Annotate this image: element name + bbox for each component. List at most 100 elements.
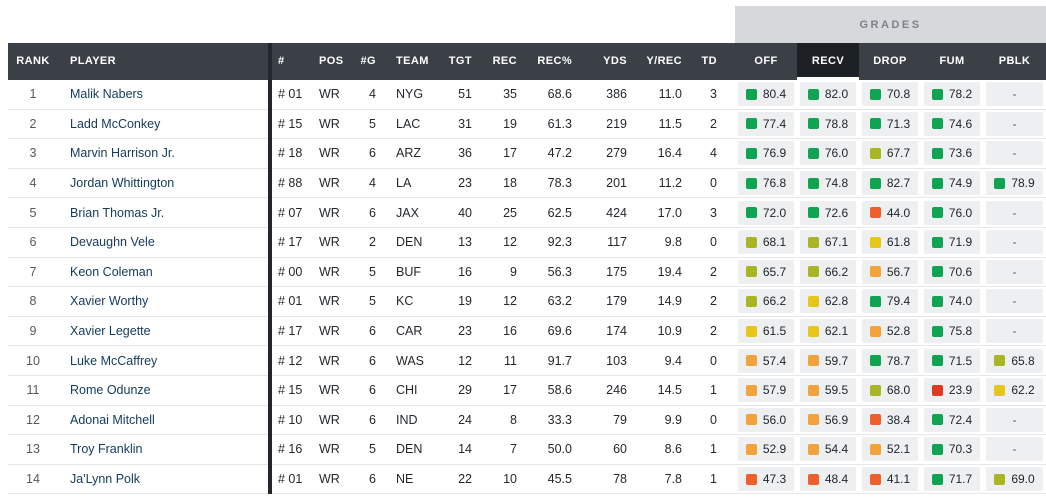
grade-color-square-icon [931,207,943,219]
grade-color-square-icon [869,236,881,248]
cell-tgt: 23 [440,316,490,347]
player-link[interactable]: Ladd McConkey [70,116,161,131]
cell-g: 6 [355,464,390,495]
cell-team: DEN [390,227,440,258]
grade-value: 76.0 [948,205,973,220]
stats-table: RANK PLAYER # POS #G TEAM TGT REC REC% YDS Y/REC TD… [8,43,1046,495]
column-header-g[interactable]: #G [355,43,390,80]
cell-yds: 60 [590,434,645,465]
column-header-drop[interactable]: DROP [859,43,921,80]
grade-pill: 76.8 [738,171,794,196]
cell-recv: 54.4 [797,434,859,465]
grade-value: 68.0 [886,383,911,398]
grade-value: 23.9 [948,383,973,398]
column-header-recv[interactable]: RECV [797,43,859,80]
cell-pblk: - [983,109,1046,140]
column-header-fum[interactable]: FUM [921,43,983,80]
grade-color-square-icon [931,177,943,189]
cell-recv: 72.6 [797,197,859,228]
column-header-yds[interactable]: YDS [590,43,645,80]
player-link[interactable]: Xavier Worthy [70,294,149,309]
player-link[interactable]: Jordan Whittington [70,176,175,191]
grade-color-square-icon [745,147,757,159]
cell-recpct: 58.6 [535,375,590,406]
table-row: 11 Rome Odunze # 15 WR 6 CHI 29 17 58.6 246 14.5 1 5… [8,375,1046,406]
grade-pill: 23.9 [924,378,980,403]
cell-pos: WR [315,405,355,436]
cell-drop: 52.8 [859,316,921,347]
player-link[interactable]: Brian Thomas Jr. [70,205,165,220]
player-link[interactable]: Luke McCaffrey [70,353,158,368]
column-header-off[interactable]: OFF [735,43,797,80]
cell-pblk: - [983,79,1046,110]
cell-yds: 79 [590,405,645,436]
grade-value: 78.7 [886,353,911,368]
column-header-rec[interactable]: REC [490,43,535,80]
grade-color-square-icon [745,88,757,100]
cell-recv: 67.1 [797,227,859,258]
grade-value: 78.8 [824,116,849,131]
player-link[interactable]: Devaughn Vele [70,235,155,250]
table-header: RANK PLAYER # POS #G TEAM TGT REC REC% YDS Y/REC TD… [8,43,1046,80]
cell-fum: 71.9 [921,227,983,258]
cell-team: NE [390,464,440,495]
fixed-column-divider [268,316,272,347]
player-link[interactable]: Malik Nabers [70,87,143,102]
player-link[interactable]: Xavier Legette [70,324,151,339]
cell-jersey: # 15 [272,375,315,406]
grade-value: 61.5 [762,324,787,339]
cell-tgt: 22 [440,464,490,495]
grade-value: 57.9 [762,383,787,398]
grade-value: 77.4 [762,116,787,131]
grade-value: 52.8 [886,324,911,339]
cell-recpct: 63.2 [535,286,590,317]
column-header-rank[interactable]: RANK [8,43,58,80]
cell-td: 2 [700,316,735,347]
cell-off: 76.9 [735,138,797,169]
grade-pill: 74.0 [924,289,980,314]
cell-player: Brian Thomas Jr. [58,197,268,228]
grade-pill: 70.3 [924,437,980,462]
column-header-player[interactable]: PLAYER [58,43,268,80]
cell-pos: WR [315,257,355,288]
cell-tgt: 13 [440,227,490,258]
player-link[interactable]: Marvin Harrison Jr. [70,146,175,161]
column-header-pos[interactable]: POS [315,43,355,80]
cell-g: 6 [355,138,390,169]
player-link[interactable]: Troy Franklin [70,442,143,457]
column-header-pblk[interactable]: PBLK [983,43,1046,80]
player-link[interactable]: Ja'Lynn Polk [70,472,141,487]
cell-player: Adonai Mitchell [58,405,268,436]
cell-tgt: 29 [440,375,490,406]
column-header-recpct[interactable]: REC% [535,43,590,80]
grade-color-square-icon [807,325,819,337]
column-header-yrec[interactable]: Y/REC [645,43,700,80]
column-header-jersey[interactable]: # [272,43,315,80]
player-link[interactable]: Rome Odunze [70,383,151,398]
cell-rank: 10 [8,345,58,376]
cell-pos: WR [315,345,355,376]
cell-rank: 11 [8,375,58,406]
cell-pblk: - [983,434,1046,465]
grade-value: 82.0 [824,87,849,102]
cell-jersey: # 01 [272,79,315,110]
cell-td: 0 [700,345,735,376]
cell-pos: WR [315,168,355,199]
grade-color-square-icon [807,147,819,159]
column-header-td[interactable]: TD [700,43,735,80]
grade-value: 62.1 [824,324,849,339]
table-row: 5 Brian Thomas Jr. # 07 WR 6 JAX 40 25 62.5 424 17… [8,197,1046,228]
cell-jersey: # 01 [272,286,315,317]
player-link[interactable]: Keon Coleman [70,264,153,279]
cell-team: CHI [390,375,440,406]
grade-pill: - [986,319,1043,344]
cell-td: 0 [700,405,735,436]
column-header-tgt[interactable]: TGT [440,43,490,80]
grade-color-square-icon [994,355,1006,367]
column-header-team[interactable]: TEAM [390,43,440,80]
cell-pos: WR [315,286,355,317]
cell-rank: 9 [8,316,58,347]
cell-fum: 23.9 [921,375,983,406]
player-link[interactable]: Adonai Mitchell [70,412,155,427]
cell-pblk: - [983,138,1046,169]
